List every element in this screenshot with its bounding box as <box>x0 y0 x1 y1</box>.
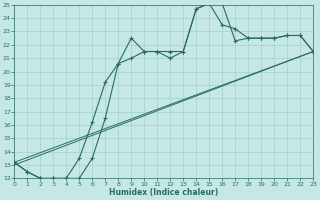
X-axis label: Humidex (Indice chaleur): Humidex (Indice chaleur) <box>109 188 218 197</box>
